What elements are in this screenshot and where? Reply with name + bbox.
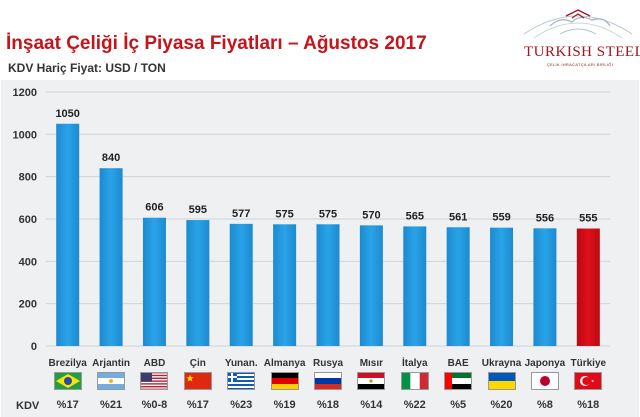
bar-7 <box>359 225 383 346</box>
logo-text: TURKISH STEEL <box>524 44 640 60</box>
bar-5 <box>273 224 297 346</box>
kdv-value: %17 <box>186 399 209 411</box>
kdv-label: KDV <box>16 400 40 412</box>
usa-flag-icon <box>140 372 169 390</box>
bar-11 <box>533 228 557 346</box>
kdv-row: KDV %17 %21 %0-8 %17 %23 %19 %18 %14 %22 %5 %20 %8%… <box>0 397 640 417</box>
kdv-value: %21 <box>100 399 123 411</box>
bar-2 <box>142 217 166 346</box>
italy-flag-icon <box>400 372 429 390</box>
kdv-value: %19 <box>273 399 296 411</box>
y-tick-label: 1000 <box>13 129 37 141</box>
bar-8 <box>403 226 427 346</box>
japan-flag-icon <box>530 372 559 390</box>
bar-9 <box>446 227 470 346</box>
data-label: 570 <box>362 209 380 221</box>
bar-10 <box>490 227 514 346</box>
russia-flag-icon <box>314 372 342 390</box>
turkey-flag-icon <box>574 372 603 390</box>
kdv-value: %8 <box>536 399 553 411</box>
category-label: Brezilya <box>49 358 88 369</box>
data-label: 840 <box>102 152 120 164</box>
y-tick-label: 1200 <box>13 87 37 99</box>
category-label: BAE <box>448 358 469 369</box>
data-label: 595 <box>189 204 207 216</box>
category-label: Mısır <box>360 358 383 369</box>
kdv-value: %0-8 <box>141 399 168 411</box>
kdv-value: %5 <box>450 399 467 411</box>
category-label: Almanya <box>264 358 306 369</box>
category-label: Arjantin <box>92 358 130 369</box>
data-label: 561 <box>449 211 467 223</box>
uae-flag-icon <box>444 372 473 390</box>
data-label: 606 <box>145 202 163 214</box>
turkish-steel-logo: TURKISH STEEL ÇELİK İHRACATÇILARI BİRLİĞ… <box>520 4 640 67</box>
kdv-value: %20 <box>490 399 513 411</box>
y-tick-label: 800 <box>19 172 37 184</box>
y-tick-label: 600 <box>19 214 37 226</box>
y-tick-label: 200 <box>19 299 37 311</box>
category-label: Ukrayna <box>482 358 522 369</box>
data-label: 1050 <box>55 108 79 120</box>
bar-6 <box>316 224 340 346</box>
bar-0 <box>56 123 80 346</box>
category-label: Rusya <box>313 358 343 369</box>
data-label: 565 <box>406 210 424 222</box>
bar-4 <box>229 223 253 346</box>
chart-title: İnşaat Çeliği İç Piyasa Fiyatları – Ağus… <box>6 33 427 54</box>
category-label: ABD <box>144 358 166 369</box>
germany-flag-icon <box>270 372 299 390</box>
y-tick-label: 0 <box>31 341 37 353</box>
greece-flag-icon <box>227 372 256 390</box>
kdv-value: %22 <box>403 399 426 411</box>
kdv-value: %17 <box>56 399 79 411</box>
ukraine-flag-icon <box>487 372 516 390</box>
kdv-value: %23 <box>230 399 253 411</box>
category-label: İtalya <box>402 356 428 369</box>
kdv-value: %18 <box>577 399 600 411</box>
egypt-flag-icon <box>357 372 386 390</box>
globe-logo-icon <box>523 9 633 39</box>
bar-12 <box>576 228 600 346</box>
bar-1 <box>99 168 123 346</box>
data-label: 556 <box>536 212 554 224</box>
data-label: 559 <box>492 212 510 224</box>
brazil-flag-icon <box>53 372 82 390</box>
data-label: 575 <box>275 208 293 220</box>
category-label: Yunan. <box>225 358 258 369</box>
data-label: 575 <box>319 208 337 220</box>
y-tick-label: 400 <box>19 256 37 268</box>
kdv-value: %14 <box>360 399 383 411</box>
logo-subtext: ÇELİK İHRACATÇILARI BİRLİĞİ <box>546 62 614 67</box>
chart-subtitle: KDV Hariç Fiyat: USD / TON <box>8 61 166 75</box>
category-label: Çin <box>190 358 206 369</box>
category-label: Türkiye <box>571 358 607 369</box>
data-label: 555 <box>579 213 597 225</box>
bar-3 <box>186 220 210 346</box>
category-label: Japonya <box>525 358 566 369</box>
data-label: 577 <box>232 208 250 220</box>
china-flag-icon <box>183 372 212 390</box>
argentina-flag-icon <box>97 372 126 390</box>
kdv-value: %18 <box>316 399 340 411</box>
